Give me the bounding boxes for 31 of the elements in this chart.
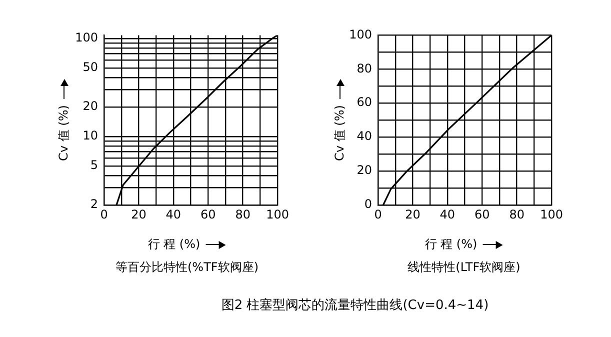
caption: 图2 柱塞型阀芯的流量特性曲线(Cv=0.4~14)	[221, 297, 489, 314]
x-tick-label: 80	[235, 207, 250, 222]
y-tick-label: 20	[356, 163, 372, 178]
x-tick-label: 20	[131, 207, 146, 222]
y-tick-label: 10	[82, 128, 98, 143]
y-tick-label: 0	[364, 197, 372, 212]
x-tick-label: 20	[405, 207, 420, 222]
y-tick-label: 5	[90, 158, 98, 172]
x-tick-label: 60	[200, 207, 216, 222]
y-tick-label: 80	[356, 61, 372, 76]
x-tick-label: 100	[266, 207, 289, 222]
y-axis-title: Cv 值 (%)	[56, 105, 72, 161]
x-axis-title: 行 程 (%)	[148, 236, 200, 253]
x-tick-label: 40	[440, 207, 456, 222]
x-tick-label: 100	[540, 207, 563, 222]
y-tick-label: 100	[349, 27, 372, 42]
y-tick-label: 40	[356, 129, 372, 144]
x-axis-title: 行 程 (%)	[424, 236, 478, 253]
x-tick-label: 60	[474, 207, 490, 222]
y-tick-label: 20	[82, 99, 98, 114]
x-tick-label: 40	[166, 207, 182, 222]
y-tick-label: 100	[75, 30, 98, 45]
y-tick-label: 50	[82, 60, 98, 74]
x-tick-label: 0	[374, 207, 382, 222]
y-axis-title: Cv 值 (%)	[332, 105, 348, 161]
text: 线性特性(LTF软阀座)	[408, 259, 520, 276]
text: 等百分比特性(%TF软阀座)	[116, 259, 258, 276]
y-tick-label: 60	[356, 95, 372, 110]
x-tick-label: 80	[509, 207, 524, 222]
y-tick-label: 2	[90, 197, 98, 212]
x-tick-label: 0	[100, 207, 108, 222]
